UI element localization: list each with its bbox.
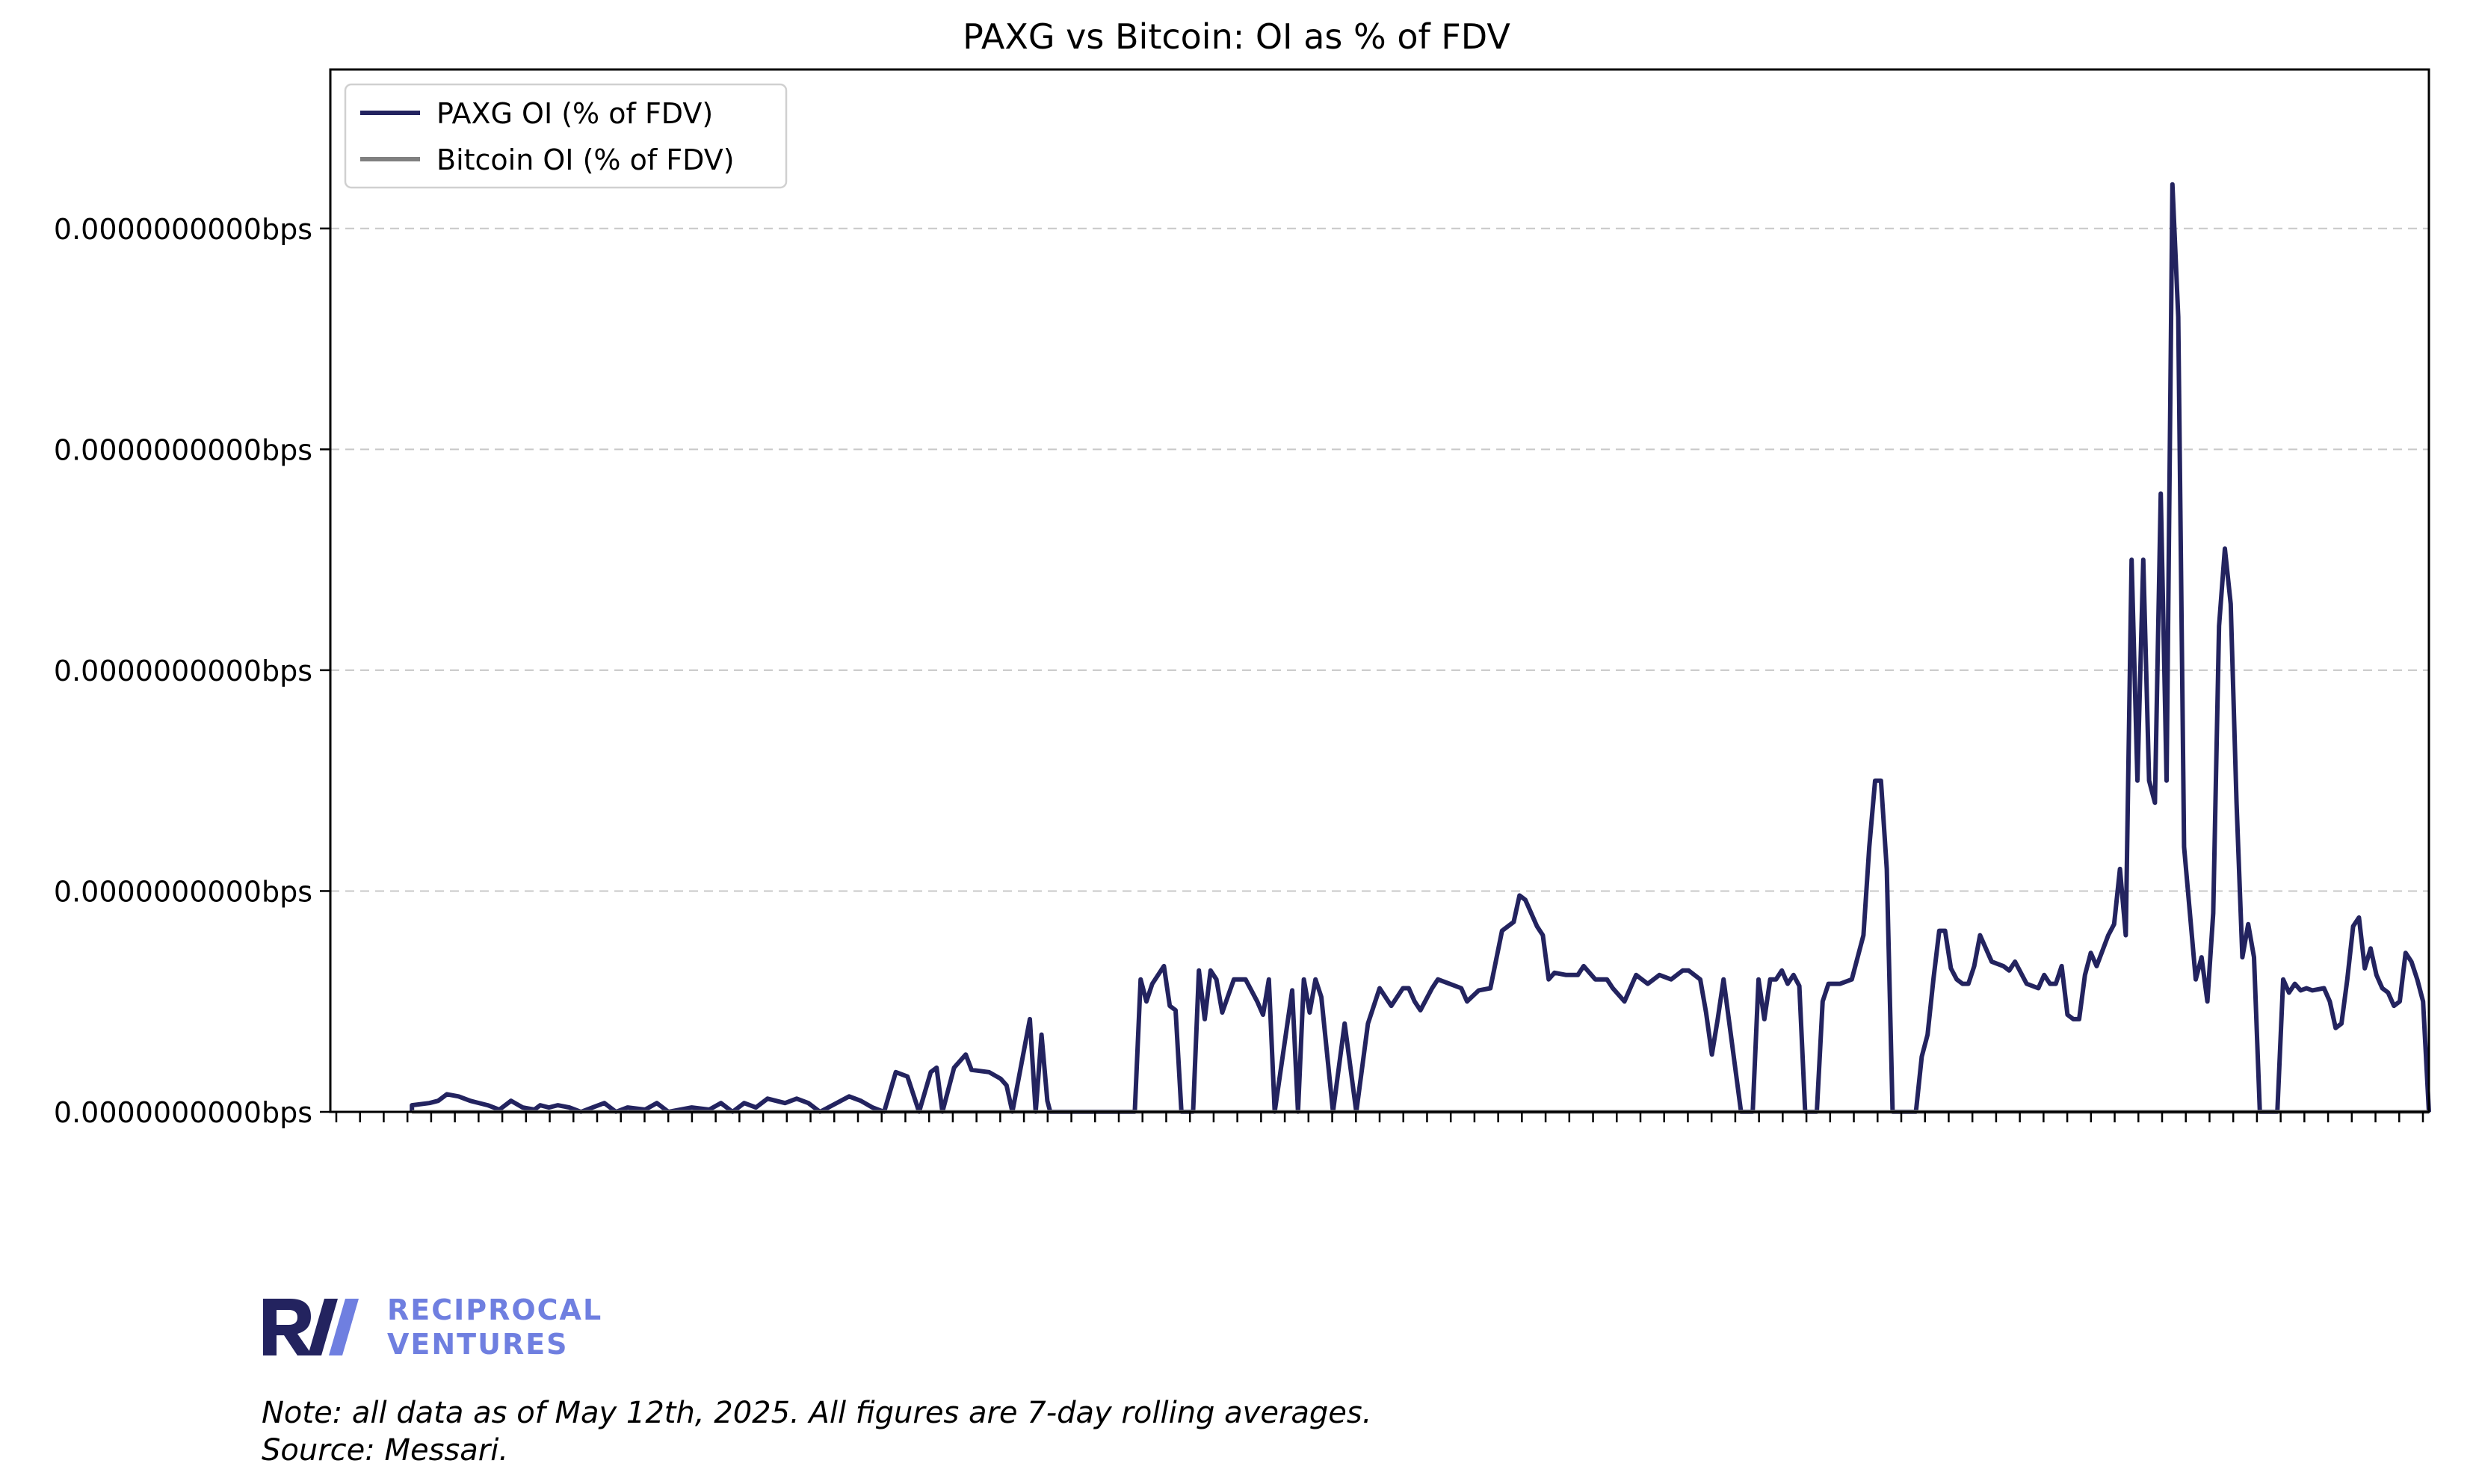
footnote-line-2: Source: Messari. xyxy=(262,1433,509,1468)
series-layer xyxy=(410,182,2431,1114)
grid-layer xyxy=(330,227,2429,892)
y-tick-label: 0.0000000000bps xyxy=(54,875,312,908)
legend-box xyxy=(344,83,788,189)
legend-label: Bitcoin OI (% of FDV) xyxy=(436,143,735,176)
plot-frame xyxy=(329,68,2430,1113)
y-tick-label: 0.0000000000bps xyxy=(54,1096,312,1129)
y-tick-label: 0.0000000000bps xyxy=(54,655,312,687)
series-line-paxg xyxy=(410,182,2431,1114)
rv-logo-mark-icon xyxy=(263,1299,359,1355)
logo-line-1: RECIPROCAL xyxy=(387,1293,603,1326)
chart-title: PAXG vs Bitcoin: OI as % of FDV xyxy=(963,16,1510,57)
legend-label: PAXG OI (% of FDV) xyxy=(436,97,713,130)
y-tick-layer: 0.0000000000bps 0.0000000000bps 0.00000000… xyxy=(54,213,330,1129)
y-tick-label: 0.0000000000bps xyxy=(54,433,312,466)
legend: PAXG OI (% of FDV) Bitcoin OI (% of FDV) xyxy=(344,83,788,189)
logo-wordmark: RECIPROCAL VENTURES xyxy=(387,1293,602,1361)
logo-line-2: VENTURES xyxy=(387,1328,569,1361)
footnote: Note: all data as of May 12th, 2025. All… xyxy=(262,1394,1371,1469)
footnote-line-1: Note: all data as of May 12th, 2025. All… xyxy=(262,1396,1372,1430)
x-tick-layer xyxy=(335,1112,2424,1122)
y-tick-label: 0.0000000000bps xyxy=(54,213,312,246)
